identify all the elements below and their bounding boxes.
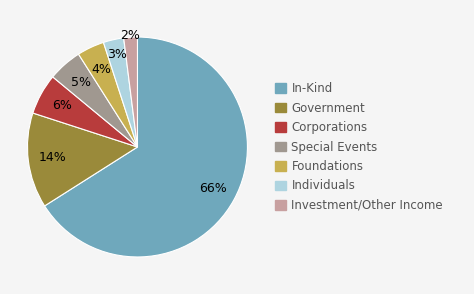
Wedge shape xyxy=(33,77,137,147)
Wedge shape xyxy=(27,113,137,206)
Legend: In-Kind, Government, Corporations, Special Events, Foundations, Individuals, Inv: In-Kind, Government, Corporations, Speci… xyxy=(271,78,447,216)
Text: 6%: 6% xyxy=(52,99,72,112)
Text: 14%: 14% xyxy=(38,151,66,164)
Text: 3%: 3% xyxy=(107,49,127,61)
Wedge shape xyxy=(45,37,247,257)
Wedge shape xyxy=(103,38,137,147)
Text: 2%: 2% xyxy=(120,29,140,42)
Wedge shape xyxy=(124,37,137,147)
Text: 66%: 66% xyxy=(199,182,227,195)
Text: 5%: 5% xyxy=(71,76,91,89)
Wedge shape xyxy=(79,42,137,147)
Text: 4%: 4% xyxy=(91,63,111,76)
Wedge shape xyxy=(53,54,137,147)
